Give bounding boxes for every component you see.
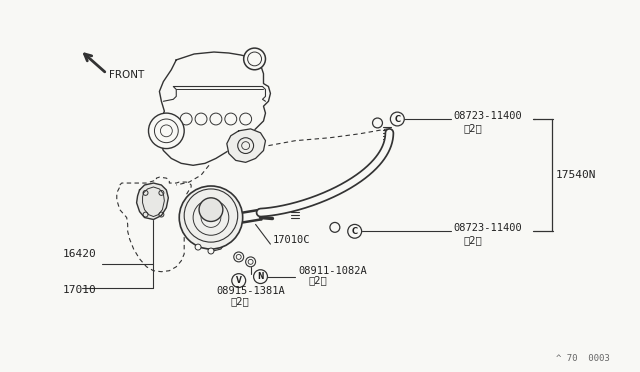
Circle shape: [195, 244, 201, 250]
Text: 08911-1082A: 08911-1082A: [298, 266, 367, 276]
Circle shape: [253, 270, 268, 283]
Text: （2）: （2）: [464, 235, 483, 245]
Circle shape: [179, 186, 243, 249]
Text: V: V: [236, 276, 242, 285]
Text: N: N: [257, 272, 264, 281]
Circle shape: [234, 252, 244, 262]
Text: 17010C: 17010C: [273, 235, 310, 245]
Text: （2）: （2）: [464, 123, 483, 133]
Circle shape: [199, 198, 223, 221]
Text: FRONT: FRONT: [109, 70, 144, 80]
Circle shape: [330, 222, 340, 232]
Text: （2）: （2）: [231, 296, 250, 306]
Polygon shape: [136, 183, 168, 219]
Circle shape: [232, 274, 246, 288]
Text: （2）: （2）: [308, 276, 327, 286]
Circle shape: [390, 112, 404, 126]
Text: C: C: [351, 227, 358, 236]
Polygon shape: [159, 52, 271, 165]
Circle shape: [246, 257, 255, 267]
Text: 08723-11400: 08723-11400: [454, 223, 523, 233]
Circle shape: [208, 248, 214, 254]
Text: 08915-1381A: 08915-1381A: [216, 286, 285, 296]
Circle shape: [348, 224, 362, 238]
Text: 17540N: 17540N: [556, 170, 596, 180]
Text: ^ 70  0003: ^ 70 0003: [556, 354, 609, 363]
Circle shape: [372, 118, 383, 128]
Circle shape: [148, 113, 184, 148]
Text: C: C: [394, 115, 401, 124]
Text: 17010: 17010: [62, 285, 96, 295]
Text: 08723-11400: 08723-11400: [454, 111, 523, 121]
Text: 16420: 16420: [62, 249, 96, 259]
Circle shape: [244, 48, 266, 70]
Polygon shape: [227, 129, 266, 162]
